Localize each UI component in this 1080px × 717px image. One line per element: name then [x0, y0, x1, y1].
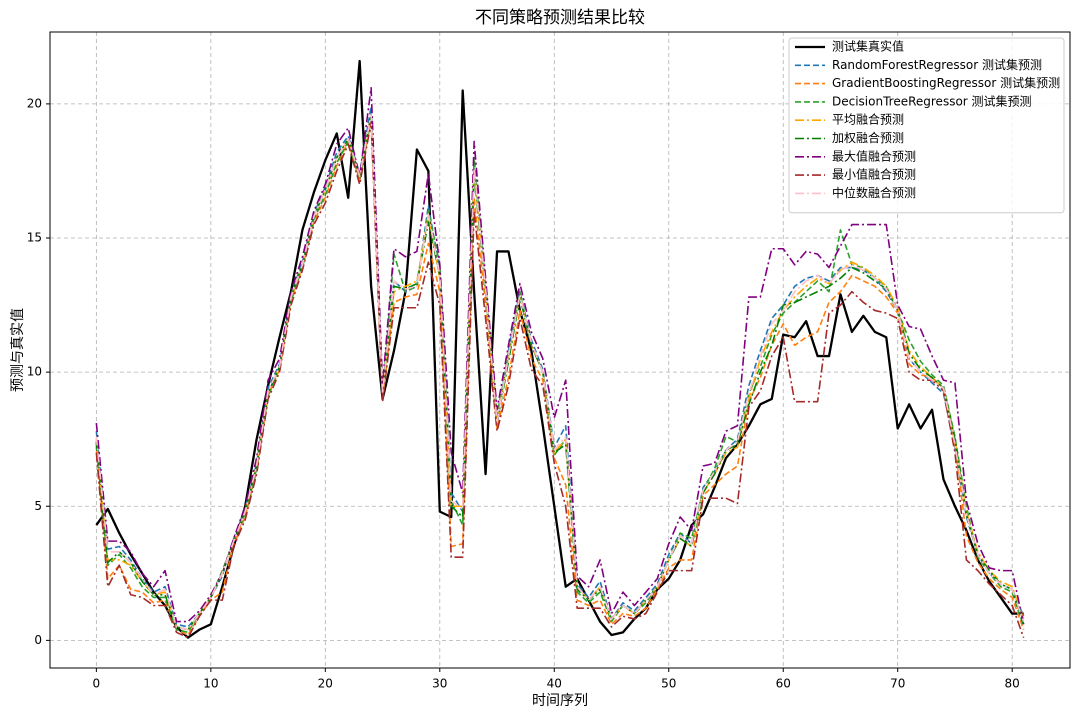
legend-label: 最大值融合预测 — [832, 148, 916, 163]
x-tick-label: 20 — [318, 677, 333, 691]
y-tick-label: 20 — [27, 96, 42, 110]
series-line — [95, 116, 1025, 634]
y-axis-label: 预测与真实值 — [10, 308, 26, 392]
legend-label: 最小值融合预测 — [832, 167, 916, 182]
x-tick-label: 40 — [547, 677, 562, 691]
legend-label: GradientBoostingRegressor 测试集预测 — [832, 75, 1060, 90]
y-tick-label: 0 — [34, 633, 42, 647]
series-line — [95, 119, 1025, 636]
x-tick-label: 50 — [661, 677, 676, 691]
chart-title: 不同策略预测结果比较 — [475, 8, 645, 28]
legend-box — [788, 37, 1065, 214]
legend-label: 中位数融合预测 — [832, 185, 916, 200]
legend-label: 测试集真实值 — [832, 39, 904, 54]
series-line — [95, 86, 1025, 625]
legend-label: 加权融合预测 — [832, 130, 904, 145]
x-tick-label: 70 — [890, 677, 905, 691]
legend-label: DecisionTreeRegressor 测试集预测 — [832, 93, 1032, 108]
y-tick-label: 10 — [27, 365, 42, 379]
plot-frame — [49, 31, 1071, 669]
x-tick-label: 80 — [1005, 677, 1020, 691]
x-axis-label: 时间序列 — [532, 693, 588, 709]
x-tick-label: 10 — [203, 677, 218, 691]
y-tick-label: 15 — [27, 231, 42, 245]
x-tick-label: 30 — [432, 677, 447, 691]
series-line — [95, 121, 1025, 639]
series-line — [95, 113, 1025, 631]
x-tick-label: 60 — [776, 677, 791, 691]
series-line — [95, 113, 1025, 631]
y-tick-label: 5 — [34, 499, 42, 513]
legend-label: RandomForestRegressor 测试集预测 — [832, 57, 1042, 72]
x-tick-label: 0 — [93, 677, 101, 691]
series-line — [95, 59, 1024, 639]
legend: 测试集真实值 RandomForestRegressor 测试集预测 Gradien… — [788, 37, 1065, 214]
legend-label: 平均融合预测 — [832, 112, 904, 127]
